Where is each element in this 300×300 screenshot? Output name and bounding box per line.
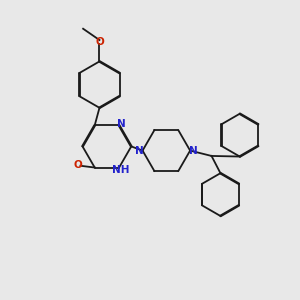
Text: N: N — [117, 118, 125, 128]
Text: O: O — [95, 37, 104, 47]
Text: O: O — [73, 160, 82, 170]
Text: NH: NH — [112, 165, 129, 175]
Text: N: N — [135, 146, 144, 156]
Text: N: N — [189, 146, 197, 156]
